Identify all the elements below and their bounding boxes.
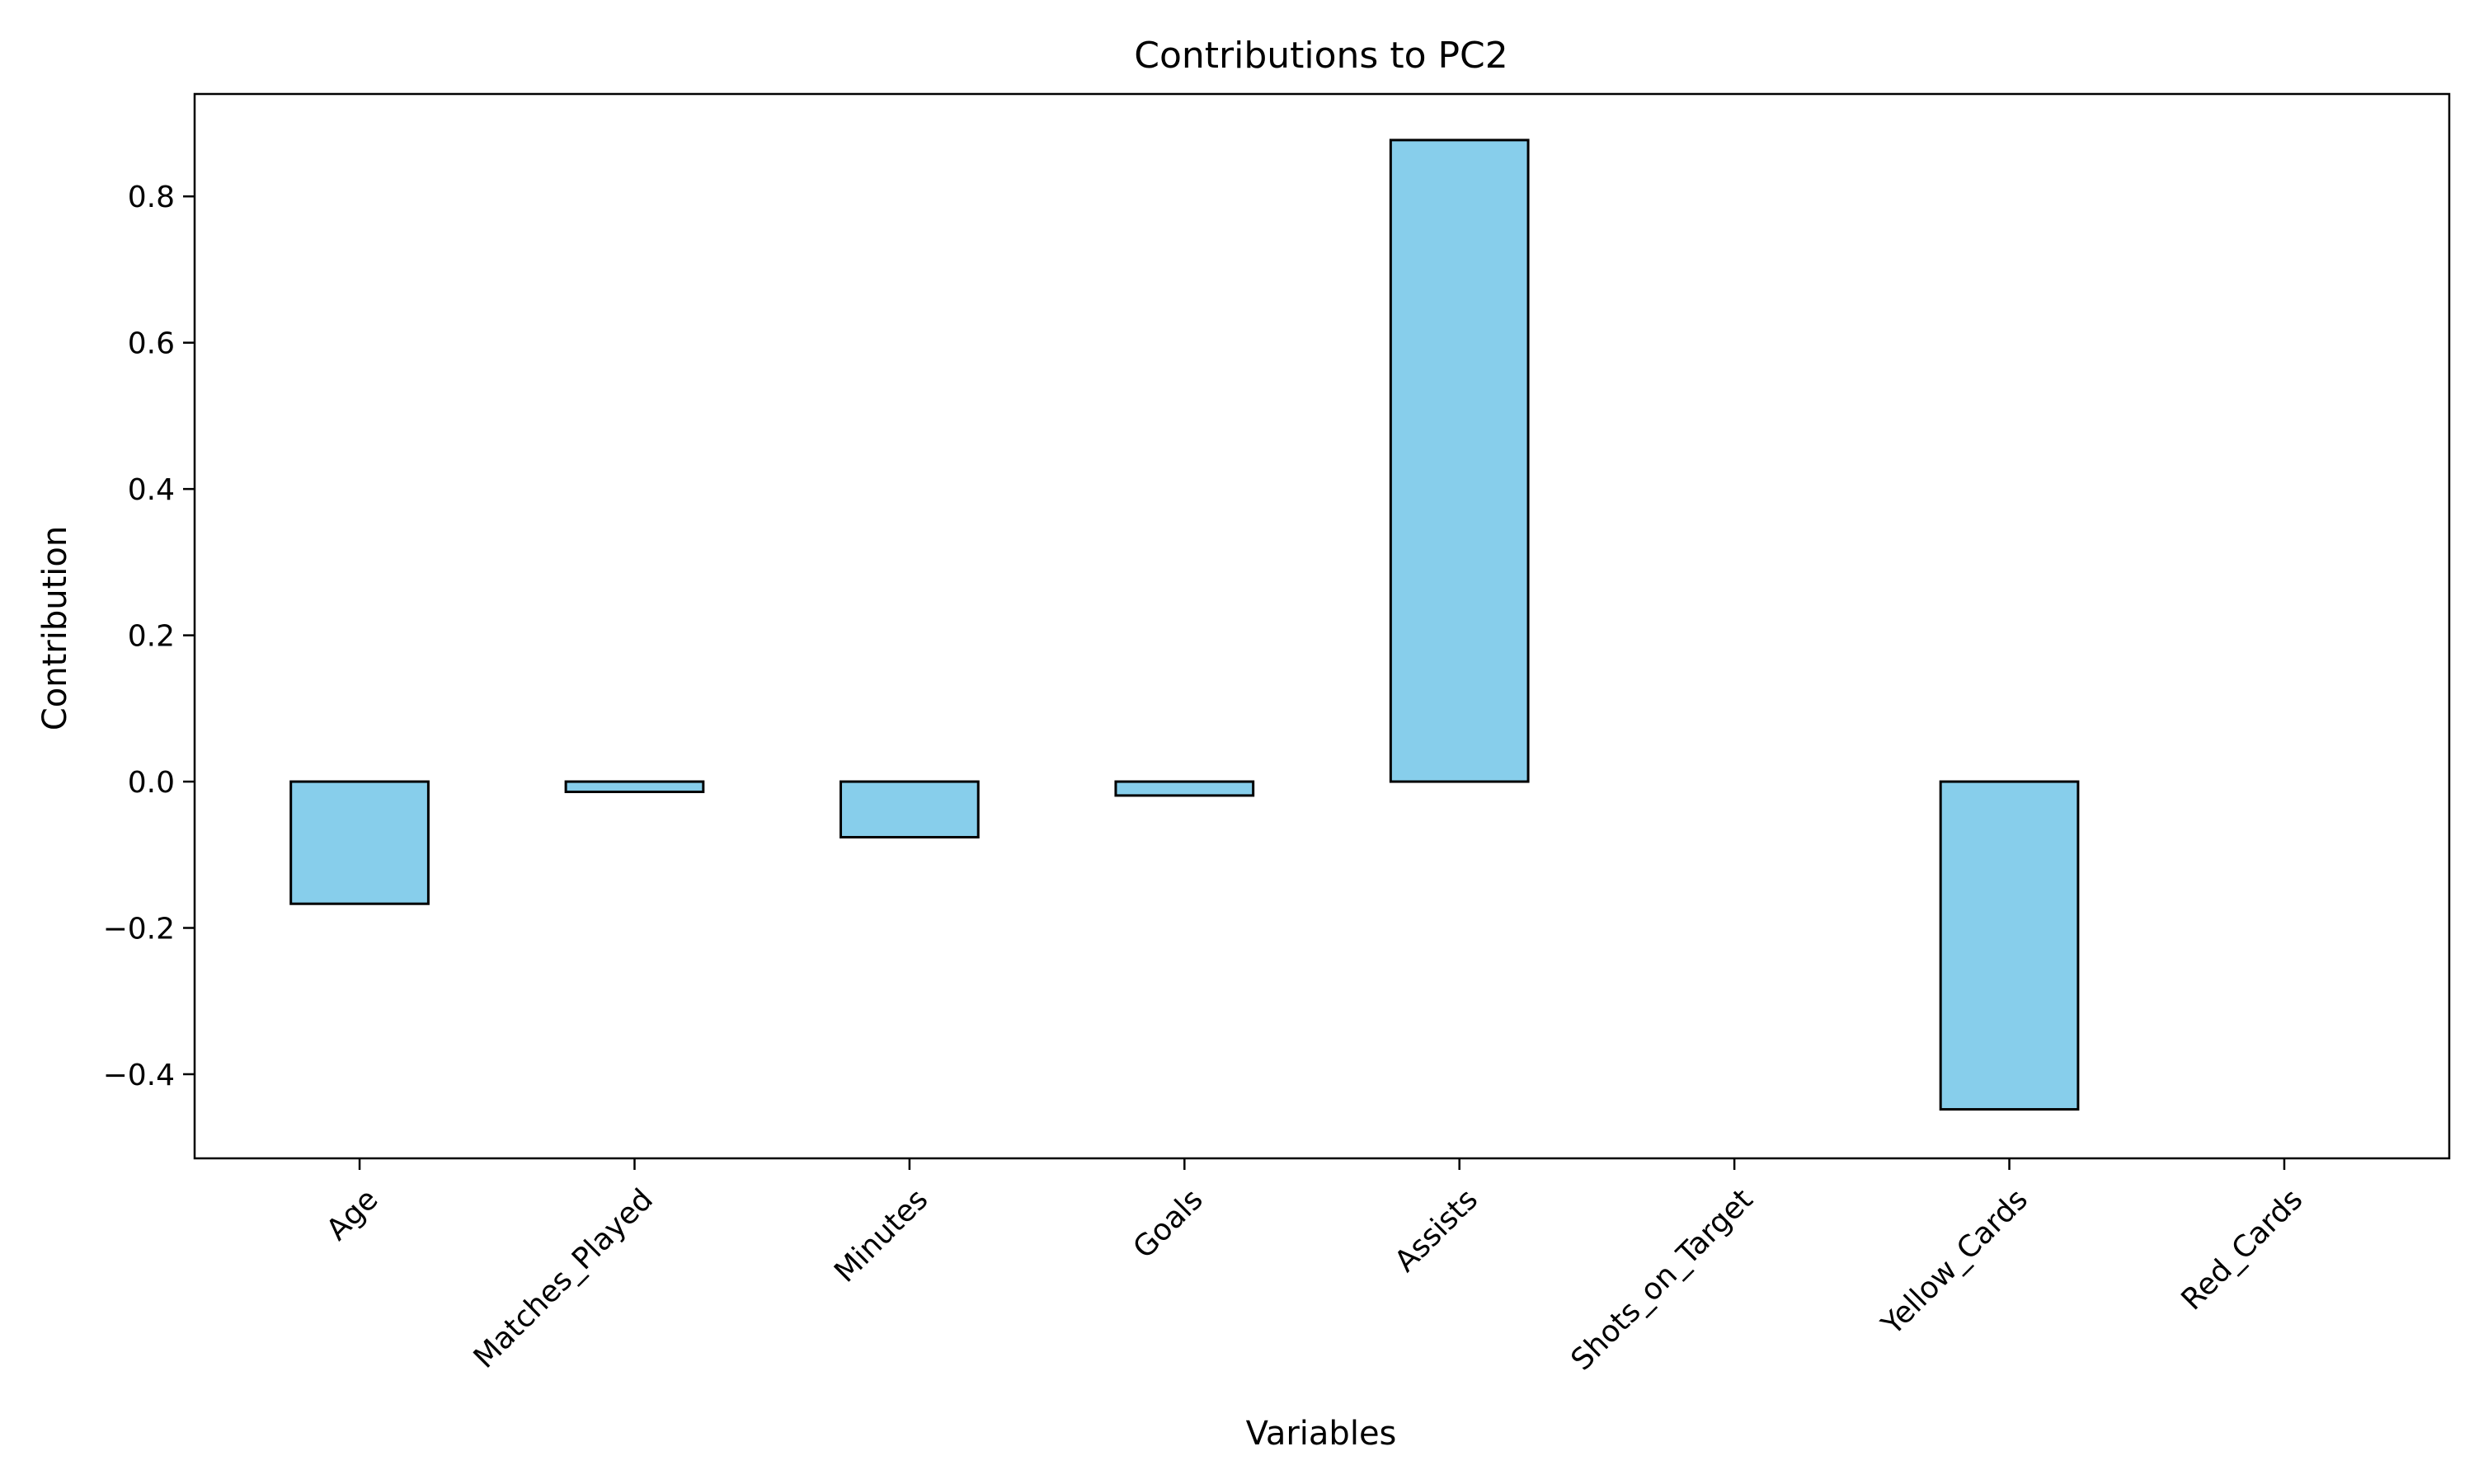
bar-assists	[1389, 139, 1530, 783]
bar-goals	[1114, 780, 1255, 797]
x-axis-label: Variables	[1246, 1415, 1397, 1453]
bar-yellow-cards	[1939, 780, 2080, 1111]
y-tick-label: 0.6	[128, 327, 175, 361]
plot-frame	[193, 92, 2451, 1160]
y-tick-label: 0.2	[128, 620, 175, 654]
y-axis-ticks: −0.4 −0.2 0.0 0.2 0.4 0.6 0.8	[103, 181, 195, 1092]
chart-title: Contributions to PC2	[1134, 35, 1508, 77]
bar-age	[289, 780, 430, 905]
y-axis-label: Contribution	[36, 526, 74, 730]
y-tick-label: 0.4	[128, 473, 175, 507]
y-tick-label: 0.8	[128, 181, 175, 214]
y-tick-label: −0.2	[103, 913, 175, 946]
bars-group	[289, 139, 2080, 1111]
bar-minutes	[840, 780, 980, 838]
bar-matches-played	[564, 780, 705, 793]
y-tick-label: −0.4	[103, 1059, 175, 1092]
y-tick-label: 0.0	[128, 766, 175, 800]
